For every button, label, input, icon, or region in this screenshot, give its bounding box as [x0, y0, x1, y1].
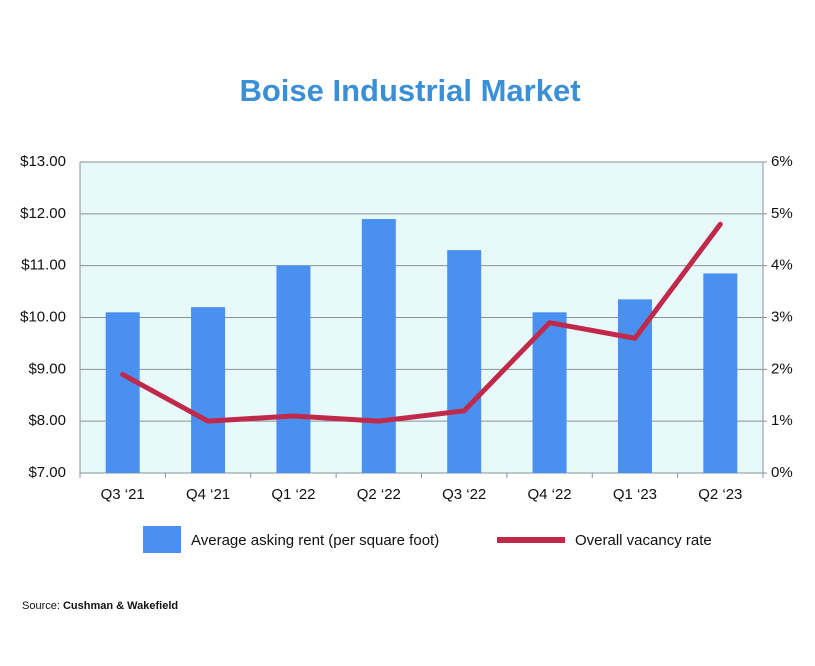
bar — [361, 219, 396, 473]
y2-tick-label: 1% — [771, 412, 793, 429]
y-tick-label: $10.00 — [20, 308, 66, 325]
y2-tick-label: 2% — [771, 360, 793, 377]
y2-tick-label: 6% — [771, 153, 793, 170]
x-tick-label: Q3 ‘22 — [442, 486, 486, 503]
y2-tick-label: 5% — [771, 205, 793, 222]
y-tick-label: $7.00 — [28, 464, 66, 481]
y-tick-label: $11.00 — [21, 257, 66, 274]
bar — [447, 250, 482, 473]
x-tick-label: Q4 ‘22 — [527, 486, 571, 503]
y-tick-label: $9.00 — [28, 360, 66, 377]
source: Source: Cushman & Wakefield — [22, 600, 178, 612]
source-label: Source: — [22, 600, 60, 612]
bar — [532, 312, 567, 473]
y-tick-label: $8.00 — [28, 412, 66, 429]
y-tick-label: $13.00 — [20, 153, 66, 170]
bar — [105, 312, 140, 473]
x-tick-label: Q2 ‘23 — [698, 486, 742, 503]
chart-title: Boise Industrial Market — [239, 73, 580, 108]
line — [120, 221, 723, 424]
bar — [276, 265, 311, 473]
bar — [191, 307, 226, 473]
y2-tick-label: 3% — [771, 308, 793, 325]
y-tick-label: $12.00 — [20, 205, 66, 222]
x-tick-label: Q1 ‘22 — [271, 486, 315, 503]
bar — [617, 299, 652, 473]
x-tick-label: Q3 ‘21 — [101, 486, 145, 503]
legend-label: Overall vacancy rate — [575, 532, 712, 549]
legend-label: Average asking rent (per square foot) — [191, 532, 439, 549]
x-tick-label: Q2 ‘22 — [357, 486, 401, 503]
x-tick-label: Q4 ‘21 — [186, 486, 230, 503]
source-name: Cushman & Wakefield — [63, 600, 178, 612]
x-tick-label: Q1 ‘23 — [613, 486, 657, 503]
legend-swatch — [143, 526, 181, 553]
y2-tick-label: 0% — [771, 464, 793, 481]
y2-tick-label: 4% — [771, 257, 793, 274]
bar — [703, 273, 738, 473]
